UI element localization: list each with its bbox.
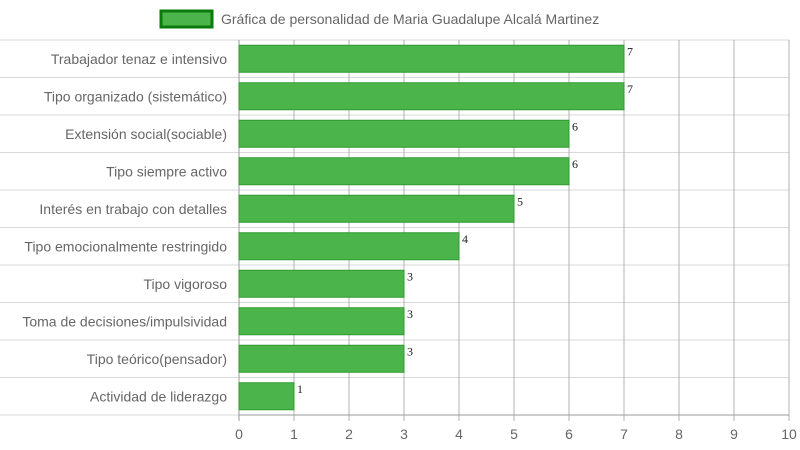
data-label: 3: [407, 269, 413, 283]
data-label: 6: [572, 119, 578, 133]
bar[interactable]: [238, 194, 515, 223]
x-tick-label: 5: [510, 426, 518, 442]
bar[interactable]: [238, 232, 460, 261]
category-label: Tipo emocionalmente restringido: [24, 238, 227, 254]
category-label: Trabajador tenaz e intensivo: [51, 51, 227, 67]
bar[interactable]: [238, 157, 570, 186]
x-tick-label: 3: [400, 426, 408, 442]
x-tick-label: 1: [290, 426, 298, 442]
x-tick-label: 9: [730, 426, 738, 442]
bar[interactable]: [238, 119, 570, 148]
data-label: 3: [407, 344, 413, 358]
bar[interactable]: [238, 82, 625, 111]
x-tick-label: 6: [565, 426, 573, 442]
category-label: Tipo vigoroso: [143, 276, 227, 292]
bar[interactable]: [238, 382, 295, 411]
category-label: Actividad de liderazgo: [90, 388, 227, 404]
category-label: Tipo teórico(pensador): [87, 351, 227, 367]
legend[interactable]: Gráfica de personalidad de Maria Guadalu…: [159, 9, 599, 29]
bar[interactable]: [238, 344, 405, 373]
bar[interactable]: [238, 44, 625, 73]
x-tick-label: 10: [781, 426, 797, 442]
x-tick-label: 0: [235, 426, 243, 442]
category-label: Interés en trabajo con detalles: [39, 201, 227, 217]
category-label: Extensión social(sociable): [65, 126, 227, 142]
labels-layer: 0 1 2 3 4 5 6 7 8 9 10 Trabajador tenaz e intensivo…: [22, 44, 797, 442]
x-tick-label: 4: [455, 426, 463, 442]
category-label: Tipo siempre activo: [106, 163, 227, 179]
x-tick-label: 2: [345, 426, 353, 442]
x-tick-label: 7: [620, 426, 628, 442]
data-label: 3: [407, 307, 413, 321]
bar[interactable]: [238, 307, 405, 336]
category-label: Tipo organizado (sistemático): [44, 88, 227, 104]
data-label: 6: [572, 157, 578, 171]
legend-swatch[interactable]: [159, 9, 214, 29]
data-label: 7: [627, 44, 633, 58]
data-label: 1: [297, 382, 303, 396]
category-label: Toma de decisiones/impulsividad: [22, 313, 227, 329]
x-tick-label: 8: [675, 426, 683, 442]
data-label: 5: [517, 194, 523, 208]
data-label: 4: [462, 232, 468, 246]
legend-label[interactable]: Gráfica de personalidad de Maria Guadalu…: [221, 11, 599, 27]
bars-layer: [238, 44, 625, 411]
bar[interactable]: [238, 269, 405, 298]
data-label: 7: [627, 82, 633, 96]
